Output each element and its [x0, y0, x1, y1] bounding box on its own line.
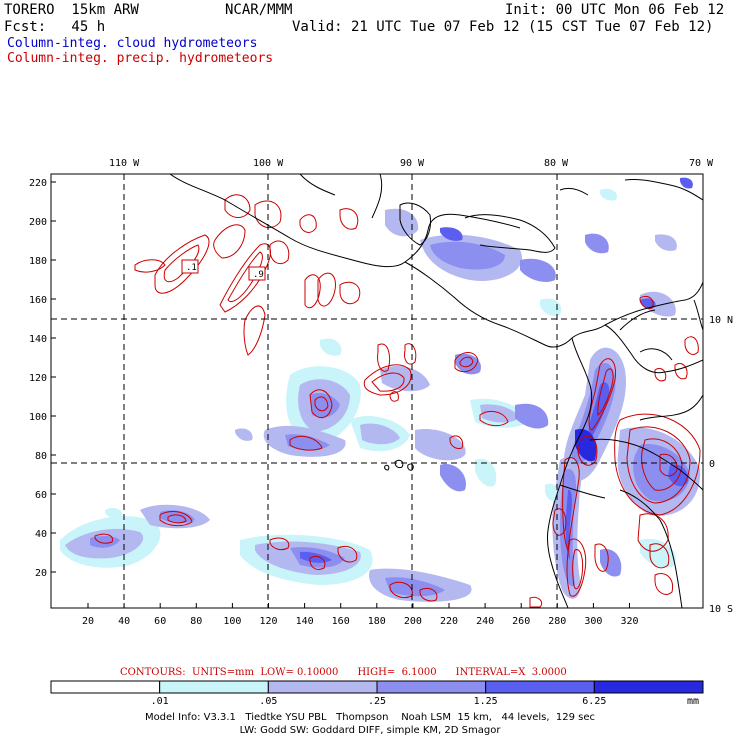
center-title: NCAR/MMM — [225, 2, 293, 18]
colorbar: .01 .05 .25 1.25 6.25 mm — [50, 680, 704, 707]
x-tick-label: 220 — [440, 616, 458, 627]
y-tick-label: 20 — [35, 568, 47, 579]
x-tick-label: 240 — [476, 616, 494, 627]
y-tick-label: 180 — [29, 256, 47, 267]
colorbar-label: 1.25 — [474, 696, 498, 707]
colorbar-label: .05 — [259, 696, 277, 707]
valid-time: Valid: 21 UTC Tue 07 Feb 12 (15 CST Tue … — [292, 19, 714, 35]
model-info-line1: Model Info: V3.3.1 Tiedtke YSU PBL Thomp… — [144, 712, 596, 723]
colorbar-swatch — [485, 680, 595, 694]
y-tick-label: 140 — [29, 334, 47, 345]
x-tick-label: 160 — [332, 616, 350, 627]
box-label-2: .9 — [248, 266, 266, 281]
x-tick-label: 320 — [620, 616, 638, 627]
colorbar-label: .25 — [368, 696, 386, 707]
y-tick-label: 160 — [29, 295, 47, 306]
y-tick-label: 120 — [29, 373, 47, 384]
y-tick-label: 40 — [35, 529, 47, 540]
x-tick-label: 40 — [118, 616, 130, 627]
x-tick-label: 100 — [223, 616, 241, 627]
lon-label-90w: 90 W — [400, 158, 425, 169]
lon-label-80w: 80 W — [544, 158, 569, 169]
y-tick-label: 220 — [29, 178, 47, 189]
colorbar-swatch — [267, 680, 378, 694]
y-tick-label: 80 — [35, 451, 47, 462]
lon-label-100w: 100 W — [253, 158, 284, 169]
colorbar-label: 6.25 — [582, 696, 606, 707]
colorbar-label: .01 — [151, 696, 169, 707]
precip-contours — [94, 194, 701, 608]
model-title: TORERO 15km ARW — [4, 2, 139, 18]
x-tick-label: 260 — [512, 616, 530, 627]
lon-label-110w: 110 W — [109, 158, 140, 169]
lon-label-70w: 70 W — [689, 158, 714, 169]
box-label-1: .1 — [181, 259, 199, 274]
y-axis: 220 200 180 160 140 120 100 80 60 40 20 — [29, 178, 56, 579]
x-tick-label: 60 — [154, 616, 166, 627]
forecast-hour: Fcst: 45 h — [4, 19, 106, 35]
lat-label-10s: 10 S — [709, 604, 733, 615]
x-tick-label: 200 — [404, 616, 422, 627]
legend-precip: Column-integ. precip. hydrometeors — [7, 51, 274, 66]
x-tick-label: 80 — [190, 616, 202, 627]
colorbar-swatch — [159, 680, 269, 694]
colorbar-swatch — [50, 680, 161, 694]
colorbar-swatch — [593, 680, 704, 694]
colorbar-unit: mm — [687, 696, 699, 707]
legend-cloud: Column-integ. cloud hydrometeors — [7, 36, 258, 51]
gridlines — [51, 174, 703, 608]
svg-text:.9: .9 — [253, 270, 264, 280]
y-tick-label: 200 — [29, 217, 47, 228]
contours-info: CONTOURS: UNITS=mm LOW= 0.10000 HIGH= 6.… — [120, 667, 567, 678]
x-axis: 20 40 60 80 100 120 140 160 180 200 220 240 260 280 30… — [82, 603, 639, 627]
coastlines — [169, 174, 703, 608]
x-tick-label: 120 — [259, 616, 277, 627]
y-tick-label: 100 — [29, 412, 47, 423]
x-tick-label: 20 — [82, 616, 94, 627]
x-tick-label: 180 — [368, 616, 386, 627]
x-tick-label: 280 — [548, 616, 566, 627]
svg-text:.1: .1 — [186, 263, 197, 273]
x-tick-label: 300 — [584, 616, 602, 627]
y-tick-label: 60 — [35, 490, 47, 501]
lat-label-10n: 10 N — [709, 315, 733, 326]
init-time: Init: 00 UTC Mon 06 Feb 12 — [505, 2, 725, 18]
colorbar-swatch — [376, 680, 487, 694]
lat-label-0: 0 — [709, 459, 715, 470]
x-tick-label: 140 — [296, 616, 314, 627]
model-info-line2: LW: Godd SW: Goddard DIFF, simple KM, 2D… — [239, 725, 501, 736]
